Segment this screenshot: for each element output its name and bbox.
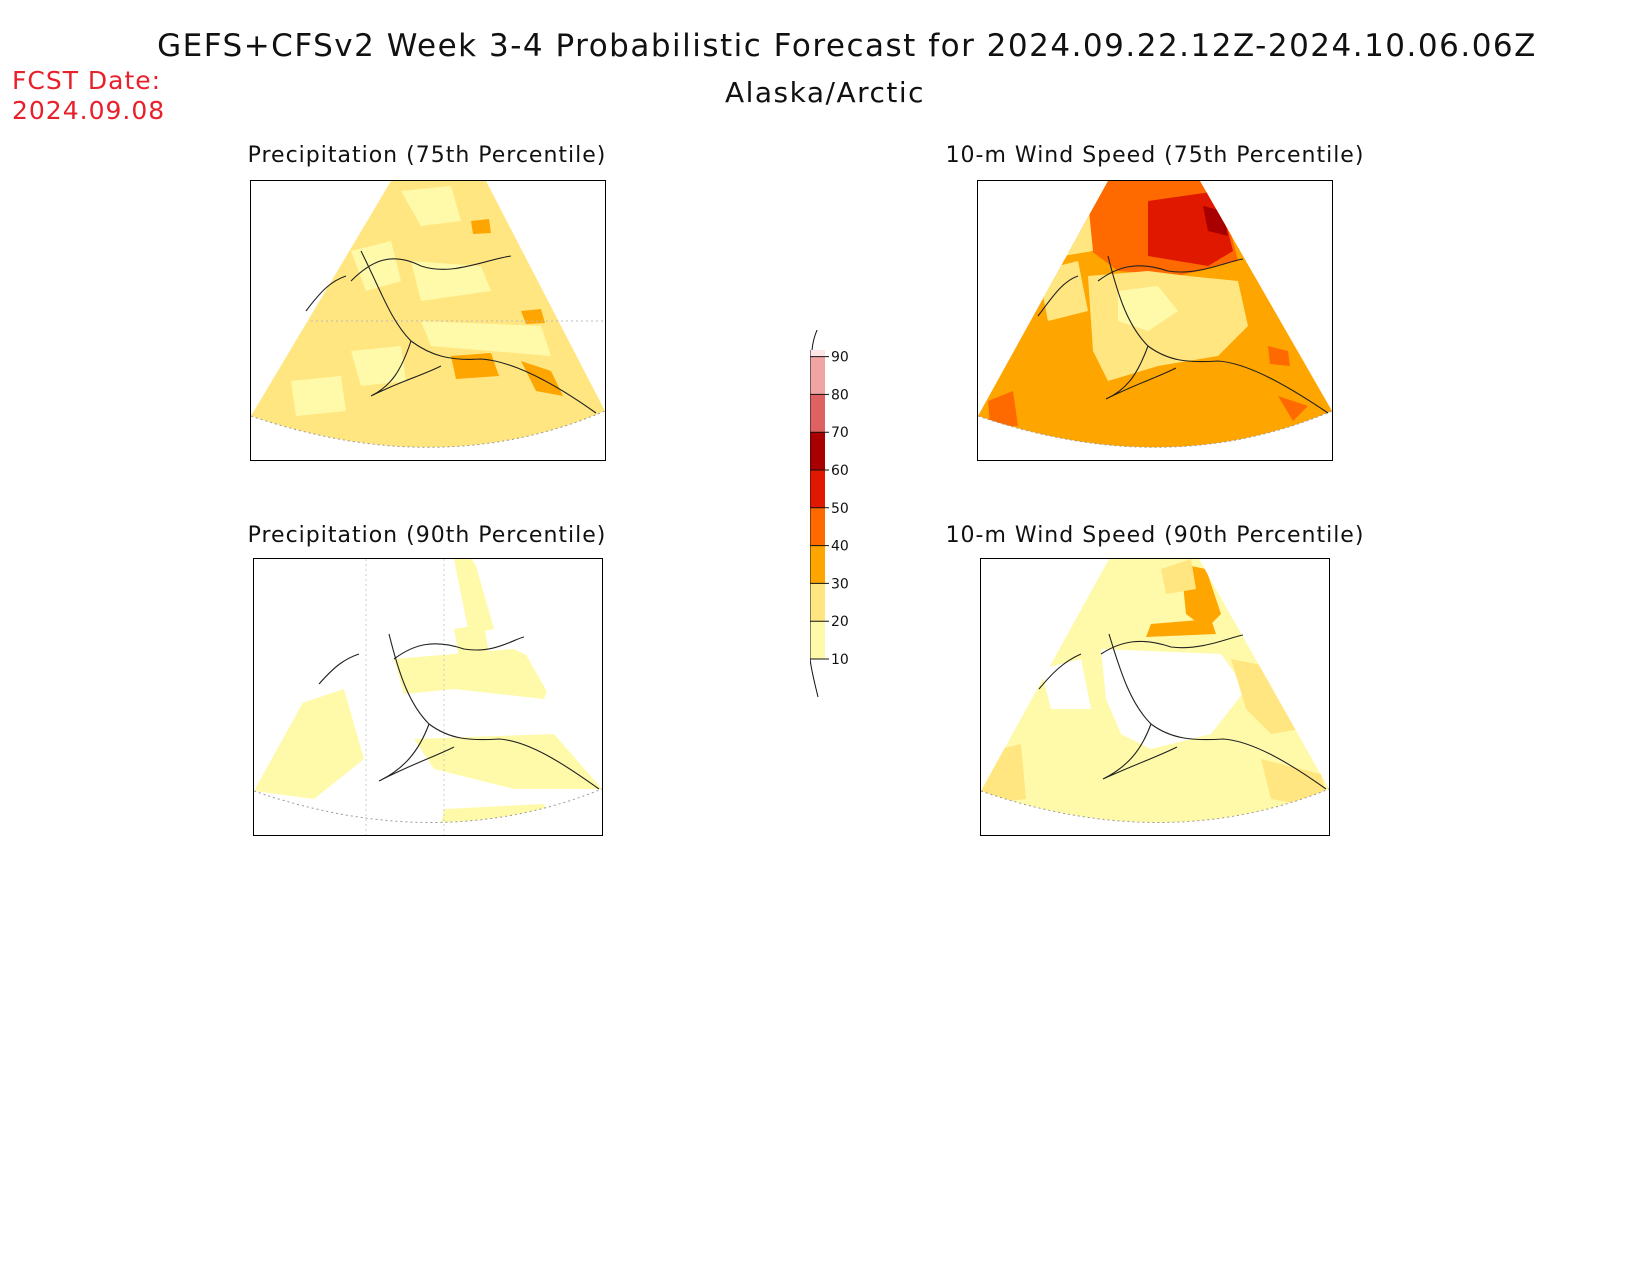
colorbar-label-40: 40 [831, 539, 849, 555]
panel-title-precip-90: Precipitation (90th Percentile) [247, 523, 607, 548]
colorbar-legend: 10 20 30 40 50 60 70 80 90 [809, 327, 890, 740]
forecast-date-label: FCST Date: [12, 66, 162, 95]
chart-title: GEFS+CFSv2 Week 3-4 Probabilistic Foreca… [157, 28, 1537, 64]
colorbar-box-0 [810, 621, 825, 659]
map-precip-90 [253, 558, 603, 836]
map-wind-75 [977, 180, 1333, 461]
colorbar-label-30: 30 [831, 576, 849, 592]
forecast-date-value: 2024.09.08 [12, 96, 166, 125]
map-wind-90 [980, 558, 1330, 836]
colorbar-ends [809, 327, 819, 698]
colorbar-label-10: 10 [831, 652, 849, 668]
colorbar-box-7 [810, 356, 825, 395]
colorbar-label-80: 80 [831, 387, 849, 403]
region-subtitle: Alaska/Arctic [724, 76, 926, 109]
map-precip-75 [250, 180, 606, 461]
colorbar-box-4 [810, 470, 825, 508]
colorbar-box-3 [810, 507, 825, 546]
colorbar-box-8 [810, 350, 825, 357]
colorbar-box-2 [810, 545, 825, 584]
forecast-date-block: FCST Date: 2024.09.08 [12, 66, 165, 126]
colorbar-box-1 [810, 583, 825, 622]
colorbar-label-70: 70 [831, 425, 849, 441]
colorbar-label-60: 60 [831, 463, 849, 479]
colorbar-label-90: 90 [831, 350, 849, 366]
panel-title-wind-90: 10-m Wind Speed (90th Percentile) [945, 523, 1365, 548]
panel-title-precip-75: Precipitation (75th Percentile) [247, 143, 607, 168]
panel-title-wind-75: 10-m Wind Speed (75th Percentile) [945, 143, 1365, 168]
colorbar-label-50: 50 [831, 501, 849, 517]
colorbar-box-6 [810, 394, 825, 433]
colorbar-label-20: 20 [831, 614, 849, 630]
colorbar-box-5 [810, 432, 825, 470]
